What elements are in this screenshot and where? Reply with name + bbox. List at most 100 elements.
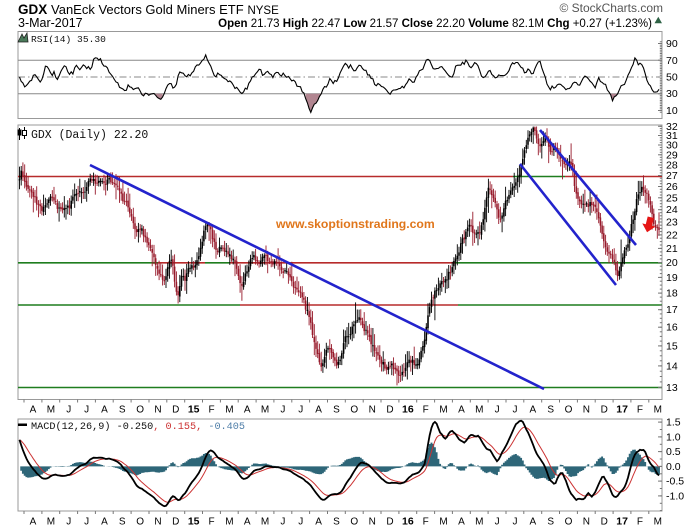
svg-text:RSI(14) 35.30: RSI(14) 35.30 <box>31 34 106 45</box>
svg-text:S: S <box>119 405 126 416</box>
svg-text:A: A <box>244 517 251 528</box>
svg-text:O: O <box>565 405 573 416</box>
svg-text:20: 20 <box>666 257 678 269</box>
svg-text:28: 28 <box>666 160 678 172</box>
svg-text:A: A <box>315 517 322 528</box>
svg-text:21: 21 <box>666 243 678 255</box>
svg-text:0.5: 0.5 <box>666 446 681 458</box>
svg-text:M: M <box>261 405 269 416</box>
svg-text:1.5: 1.5 <box>666 417 681 429</box>
svg-text:A: A <box>101 405 108 416</box>
svg-text:A: A <box>458 405 465 416</box>
svg-text:Open 21.73 High 22.47 Low 21.5: Open 21.73 High 22.47 Low 21.57 Close 22… <box>218 18 652 30</box>
svg-text:J: J <box>513 405 518 416</box>
svg-text:F: F <box>637 405 643 416</box>
svg-text:30: 30 <box>666 140 678 152</box>
svg-text:1.0: 1.0 <box>666 431 681 443</box>
svg-text:A: A <box>101 517 108 528</box>
svg-text:16: 16 <box>402 404 414 416</box>
svg-text:3-Mar-2017: 3-Mar-2017 <box>18 16 83 30</box>
svg-text:J: J <box>66 405 71 416</box>
svg-text:90: 90 <box>666 38 678 50</box>
svg-text:16: 16 <box>666 322 678 334</box>
svg-text:J: J <box>495 517 500 528</box>
svg-text:F: F <box>423 405 429 416</box>
svg-text:F: F <box>208 405 214 416</box>
svg-text:O: O <box>136 517 144 528</box>
svg-text:J: J <box>298 517 303 528</box>
svg-text:D: D <box>386 405 393 416</box>
svg-text:M: M <box>261 517 269 528</box>
svg-text:S: S <box>333 517 340 528</box>
svg-text:J: J <box>513 517 518 528</box>
svg-text:M: M <box>475 517 483 528</box>
svg-text:F: F <box>423 517 429 528</box>
svg-text:J: J <box>280 517 285 528</box>
svg-text:31: 31 <box>666 130 678 142</box>
svg-text:14: 14 <box>666 360 678 372</box>
svg-text:GDX VanEck Vectors Gold Miners: GDX VanEck Vectors Gold Miners ETF NYSE <box>18 2 279 17</box>
svg-text:18: 18 <box>666 288 678 300</box>
svg-text:19: 19 <box>666 272 678 284</box>
svg-text:GDX (Daily) 22.20: GDX (Daily) 22.20 <box>31 129 148 142</box>
svg-text:M: M <box>225 517 233 528</box>
svg-text:13: 13 <box>666 382 678 394</box>
svg-text:M: M <box>439 405 447 416</box>
svg-text:32: 32 <box>666 121 678 133</box>
svg-text:J: J <box>495 405 500 416</box>
svg-text:-1.0: -1.0 <box>666 490 684 502</box>
svg-text:D: D <box>601 517 608 528</box>
svg-text:26: 26 <box>666 181 678 193</box>
svg-text:15: 15 <box>188 404 200 416</box>
svg-text:N: N <box>583 405 590 416</box>
svg-text:M: M <box>439 517 447 528</box>
svg-text:D: D <box>601 405 608 416</box>
svg-text:-0.5: -0.5 <box>666 476 684 488</box>
svg-text:N: N <box>369 405 376 416</box>
svg-text:M: M <box>475 405 483 416</box>
svg-text:25: 25 <box>666 192 678 204</box>
svg-text:J: J <box>280 405 285 416</box>
svg-text:F: F <box>637 517 643 528</box>
svg-text:50: 50 <box>666 72 678 84</box>
svg-text:S: S <box>119 517 126 528</box>
svg-text:27: 27 <box>666 170 678 182</box>
svg-text:O: O <box>350 405 358 416</box>
svg-text:M: M <box>654 517 662 528</box>
svg-text:A: A <box>315 405 322 416</box>
svg-text:© StockCharts.com: © StockCharts.com <box>559 1 663 15</box>
svg-text:www.skoptionstrading.com: www.skoptionstrading.com <box>275 217 435 231</box>
svg-text:15: 15 <box>188 516 200 528</box>
svg-text:A: A <box>529 405 536 416</box>
svg-text:J: J <box>84 405 89 416</box>
svg-text:F: F <box>208 517 214 528</box>
svg-text:17: 17 <box>666 304 678 316</box>
svg-text:N: N <box>583 517 590 528</box>
svg-text:A: A <box>30 517 37 528</box>
svg-text:A: A <box>458 517 465 528</box>
svg-text:M: M <box>654 405 662 416</box>
svg-text:M: M <box>47 405 55 416</box>
svg-text:17: 17 <box>616 516 628 528</box>
svg-text:A: A <box>30 405 37 416</box>
svg-text:S: S <box>547 517 554 528</box>
svg-text:29: 29 <box>666 149 678 161</box>
svg-text:10: 10 <box>666 105 678 117</box>
svg-text:D: D <box>172 405 179 416</box>
svg-text:17: 17 <box>616 404 628 416</box>
svg-text:D: D <box>172 517 179 528</box>
svg-text:S: S <box>547 405 554 416</box>
svg-text:O: O <box>565 517 573 528</box>
svg-text:D: D <box>386 517 393 528</box>
svg-text:30: 30 <box>666 88 678 100</box>
svg-text:A: A <box>244 405 251 416</box>
svg-text:A: A <box>529 517 536 528</box>
svg-text:70: 70 <box>666 55 678 67</box>
svg-text:O: O <box>350 517 358 528</box>
svg-text:N: N <box>369 517 376 528</box>
svg-text:M: M <box>47 517 55 528</box>
svg-text:22: 22 <box>666 229 678 241</box>
svg-text:24: 24 <box>666 204 678 216</box>
svg-text:J: J <box>298 405 303 416</box>
svg-text:O: O <box>136 405 144 416</box>
